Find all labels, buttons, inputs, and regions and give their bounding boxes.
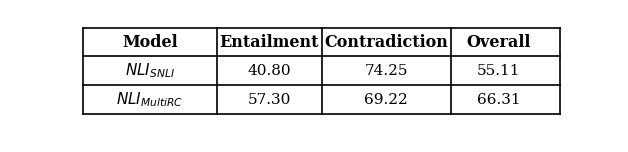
Text: Contradiction: Contradiction — [324, 34, 448, 50]
Text: Entailment: Entailment — [220, 34, 319, 50]
Text: 40.80: 40.80 — [247, 64, 291, 78]
Text: $\mathit{NLI}_{\mathit{SNLI}}$: $\mathit{NLI}_{\mathit{SNLI}}$ — [125, 62, 175, 80]
Text: 69.22: 69.22 — [364, 93, 408, 107]
Text: 74.25: 74.25 — [364, 64, 408, 78]
Text: Overall: Overall — [466, 34, 531, 50]
Text: 55.11: 55.11 — [477, 64, 520, 78]
Text: 57.30: 57.30 — [247, 93, 291, 107]
Text: Model: Model — [122, 34, 178, 50]
Text: 66.31: 66.31 — [477, 93, 520, 107]
Text: $\mathit{NLI}_{\mathit{MultiRC}}$: $\mathit{NLI}_{\mathit{MultiRC}}$ — [116, 90, 184, 109]
